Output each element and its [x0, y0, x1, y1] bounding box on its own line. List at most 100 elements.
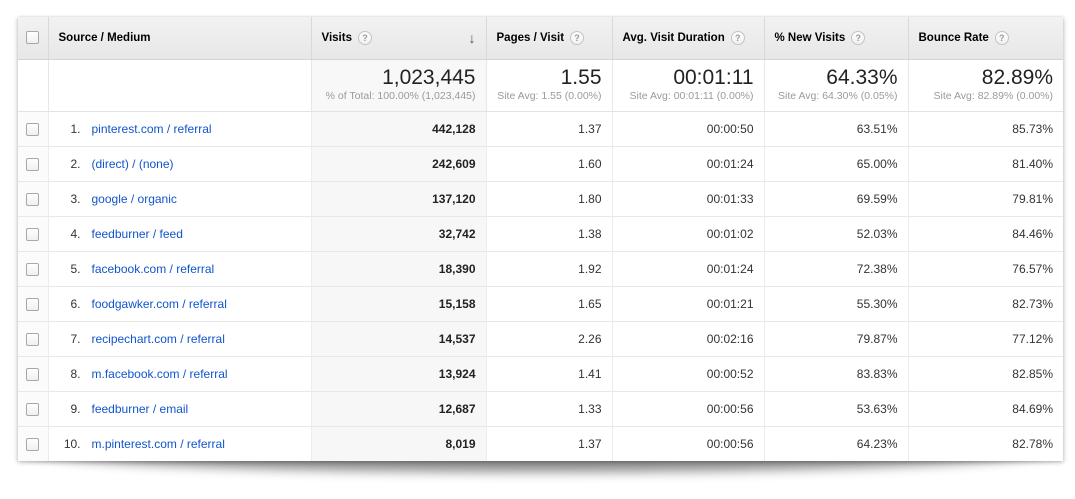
help-icon[interactable]: ?: [851, 30, 866, 45]
source-medium-link[interactable]: m.facebook.com / referral: [91, 366, 228, 381]
select-all-checkbox[interactable]: [26, 31, 40, 45]
column-header-visits[interactable]: Visits ? ↓: [310, 17, 486, 60]
avg-visit-duration-value: 00:00:52: [611, 356, 764, 392]
new-visits-value: 79.87%: [763, 321, 908, 357]
bounce-rate-value: 84.46%: [907, 216, 1063, 252]
bounce-rate-subtext: Site Avg: 82.89% (0.00%): [933, 89, 1053, 102]
row-source-cell: 8. m.facebook.com / referral: [47, 356, 311, 392]
visits-value: 18,390: [310, 251, 486, 287]
sort-descending-icon: ↓: [468, 29, 476, 46]
bounce-rate-value: 82.73%: [907, 286, 1063, 322]
avg-visit-duration: 00:01:11: [673, 65, 754, 89]
visits-value: 8,019: [310, 426, 486, 461]
row-rank: 4.: [70, 226, 81, 241]
new-visits-value: 63.51%: [763, 111, 908, 147]
row-checkbox-cell: [18, 356, 48, 392]
source-medium-link[interactable]: (direct) / (none): [91, 156, 174, 171]
table-row: 1. pinterest.com / referral 442,128 1.37 …: [18, 111, 1063, 147]
summary-pages-visit-cell: 1.55 Site Avg: 1.55 (0.00%): [485, 59, 612, 112]
row-checkbox-cell: [18, 391, 48, 427]
row-checkbox[interactable]: [26, 157, 40, 171]
avg-visit-duration-value: 00:01:33: [611, 181, 764, 217]
avg-visit-duration-value: 00:01:24: [611, 251, 764, 287]
row-rank: 2.: [70, 156, 81, 171]
row-checkbox-cell: [18, 146, 48, 182]
row-source-cell: 10. m.pinterest.com / referral: [47, 426, 311, 461]
column-header-pages-visit[interactable]: Pages / Visit ?: [485, 17, 612, 60]
column-header-avg-visit-duration[interactable]: Avg. Visit Duration ?: [611, 17, 764, 60]
column-header-bounce-rate[interactable]: Bounce Rate ?: [907, 17, 1063, 60]
help-icon[interactable]: ?: [994, 30, 1009, 45]
column-label: Visits: [321, 31, 352, 44]
source-medium-link[interactable]: feedburner / email: [91, 401, 189, 416]
new-visits-value: 55.30%: [763, 286, 908, 322]
row-rank: 5.: [70, 261, 81, 276]
source-medium-link[interactable]: feedburner / feed: [91, 226, 183, 241]
avg-visit-duration-value: 00:02:16: [611, 321, 764, 357]
source-medium-link[interactable]: facebook.com / referral: [91, 261, 215, 276]
source-medium-link[interactable]: m.pinterest.com / referral: [91, 436, 225, 451]
bounce-rate-value: 82.85%: [907, 356, 1063, 392]
row-checkbox-cell: [18, 216, 48, 252]
table-row: 9. feedburner / email 12,687 1.33 00:00:5…: [18, 391, 1063, 427]
pages-visit-value: 1.80: [485, 181, 612, 217]
table-header: Source / Medium Visits ? ↓ Pages: [18, 17, 1063, 60]
pages-visit-value: 1.37: [485, 111, 612, 147]
row-source-cell: 9. feedburner / email: [47, 391, 311, 427]
visits-value: 13,924: [310, 356, 486, 392]
row-checkbox[interactable]: [26, 297, 40, 311]
source-medium-link[interactable]: pinterest.com / referral: [91, 121, 212, 136]
new-visits-value: 72.38%: [763, 251, 908, 287]
bounce-rate-value: 84.69%: [907, 391, 1063, 427]
row-checkbox[interactable]: [26, 437, 40, 451]
row-checkbox[interactable]: [26, 192, 40, 206]
row-checkbox[interactable]: [26, 227, 40, 241]
summary-new-visits-cell: 64.33% Site Avg: 64.30% (0.05%): [763, 59, 908, 112]
bounce-rate-value: 79.81%: [907, 181, 1063, 217]
row-rank: 7.: [70, 331, 81, 346]
row-checkbox-cell: [18, 251, 48, 287]
table-row: 4. feedburner / feed 32,742 1.38 00:01:02…: [18, 216, 1063, 252]
row-source-cell: 2. (direct) / (none): [47, 146, 311, 182]
new-visits-value: 83.83%: [763, 356, 908, 392]
row-checkbox[interactable]: [26, 122, 40, 136]
traffic-sources-table: Source / Medium Visits ? ↓ Pages: [18, 17, 1063, 461]
help-icon[interactable]: ?: [730, 30, 745, 45]
total-visits-subtext: % of Total: 100.00% (1,023,445): [325, 89, 476, 102]
column-header-new-visits[interactable]: % New Visits ?: [763, 17, 908, 60]
table-row: 7. recipechart.com / referral 14,537 2.26…: [18, 321, 1063, 357]
row-checkbox-cell: [18, 426, 48, 461]
column-label: % New Visits: [774, 31, 846, 44]
source-medium-link[interactable]: recipechart.com / referral: [91, 331, 225, 346]
bounce-rate-value: 76.57%: [907, 251, 1063, 287]
column-header-source-medium[interactable]: Source / Medium: [47, 17, 311, 60]
table-row: 6. foodgawker.com / referral 15,158 1.65 …: [18, 286, 1063, 322]
row-rank: 1.: [70, 121, 81, 136]
help-icon[interactable]: ?: [357, 30, 372, 45]
source-medium-link[interactable]: foodgawker.com / referral: [91, 296, 227, 311]
help-icon[interactable]: ?: [570, 30, 585, 45]
pct-new-visits: 64.33%: [826, 65, 898, 89]
visits-value: 15,158: [310, 286, 486, 322]
new-visits-value: 52.03%: [763, 216, 908, 252]
row-checkbox[interactable]: [26, 262, 40, 276]
summary-checkbox-cell: [18, 59, 48, 112]
row-checkbox-cell: [18, 181, 48, 217]
row-checkbox-cell: [18, 286, 48, 322]
sources-table-panel: Source / Medium Visits ? ↓ Pages: [18, 17, 1063, 461]
visits-value: 242,609: [310, 146, 486, 182]
row-checkbox[interactable]: [26, 402, 40, 416]
avg-pages-visit-subtext: Site Avg: 1.55 (0.00%): [497, 89, 602, 102]
row-source-cell: 1. pinterest.com / referral: [47, 111, 311, 147]
row-checkbox[interactable]: [26, 367, 40, 381]
column-label: Avg. Visit Duration: [622, 31, 725, 44]
row-rank: 3.: [70, 191, 81, 206]
row-checkbox-cell: [18, 111, 48, 147]
row-source-cell: 4. feedburner / feed: [47, 216, 311, 252]
row-checkbox[interactable]: [26, 332, 40, 346]
summary-visits-cell: 1,023,445 % of Total: 100.00% (1,023,445…: [310, 59, 486, 112]
source-medium-link[interactable]: google / organic: [91, 191, 177, 206]
pct-new-visits-subtext: Site Avg: 64.30% (0.05%): [778, 89, 898, 102]
avg-visit-duration-value: 00:01:24: [611, 146, 764, 182]
row-rank: 10.: [63, 436, 81, 451]
